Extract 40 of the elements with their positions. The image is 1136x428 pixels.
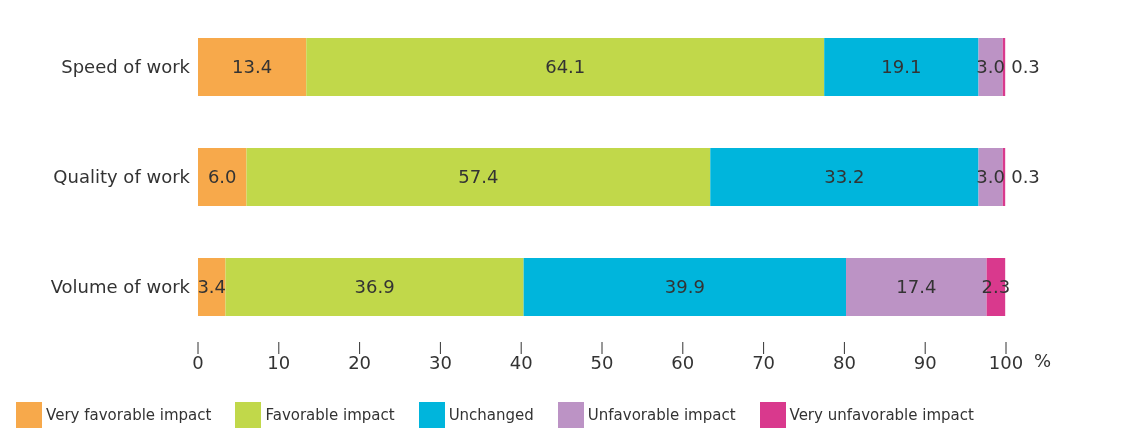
data-label: 57.4: [458, 166, 499, 188]
bar: [198, 38, 307, 96]
legend-label: Very unfavorable impact: [789, 405, 974, 424]
bar: [523, 258, 847, 316]
x-tick-label: 90: [913, 351, 937, 373]
y-tick-label: Quality of work: [53, 166, 191, 188]
x-tick-label: 0: [192, 351, 204, 373]
x-tick-label: 80: [832, 351, 856, 373]
x-tick-label: 60: [671, 351, 695, 373]
x-tick-label: 70: [752, 351, 776, 373]
legend-label: Unchanged: [448, 405, 534, 424]
data-label: 19.1: [881, 56, 922, 78]
data-label: 33.2: [824, 166, 865, 188]
y-tick-label: Volume of work: [50, 276, 191, 298]
x-tick-label: 20: [348, 351, 372, 373]
bar: [225, 258, 524, 316]
data-label: 17.4: [896, 276, 937, 298]
legend-label: Very favorable impact: [46, 405, 212, 424]
x-tick-label: 10: [267, 351, 291, 373]
bar: [306, 38, 825, 96]
x-tick-label: 40: [509, 351, 533, 373]
x-tick-label: 50: [590, 351, 614, 373]
bar: [198, 148, 247, 206]
x-tick-label: 100: [988, 351, 1024, 373]
data-label: 36.9: [354, 276, 395, 298]
data-label: 13.4: [232, 56, 273, 78]
bar: [824, 38, 979, 96]
bar: [246, 148, 711, 206]
x-axis-title: %: [1034, 350, 1052, 372]
data-label: 3.4: [197, 276, 227, 298]
data-label: 64.1: [545, 56, 586, 78]
data-label: 0.3: [1011, 56, 1040, 78]
data-label: 39.9: [664, 276, 705, 298]
legend-label: Favorable impact: [265, 405, 395, 424]
x-tick-label: 30: [428, 351, 452, 373]
data-label: 6.0: [207, 166, 237, 188]
data-label: 0.3: [1011, 166, 1040, 188]
bar: [710, 148, 979, 206]
legend-label: Unfavorable impact: [587, 405, 736, 424]
y-tick-label: Speed of work: [61, 56, 191, 78]
